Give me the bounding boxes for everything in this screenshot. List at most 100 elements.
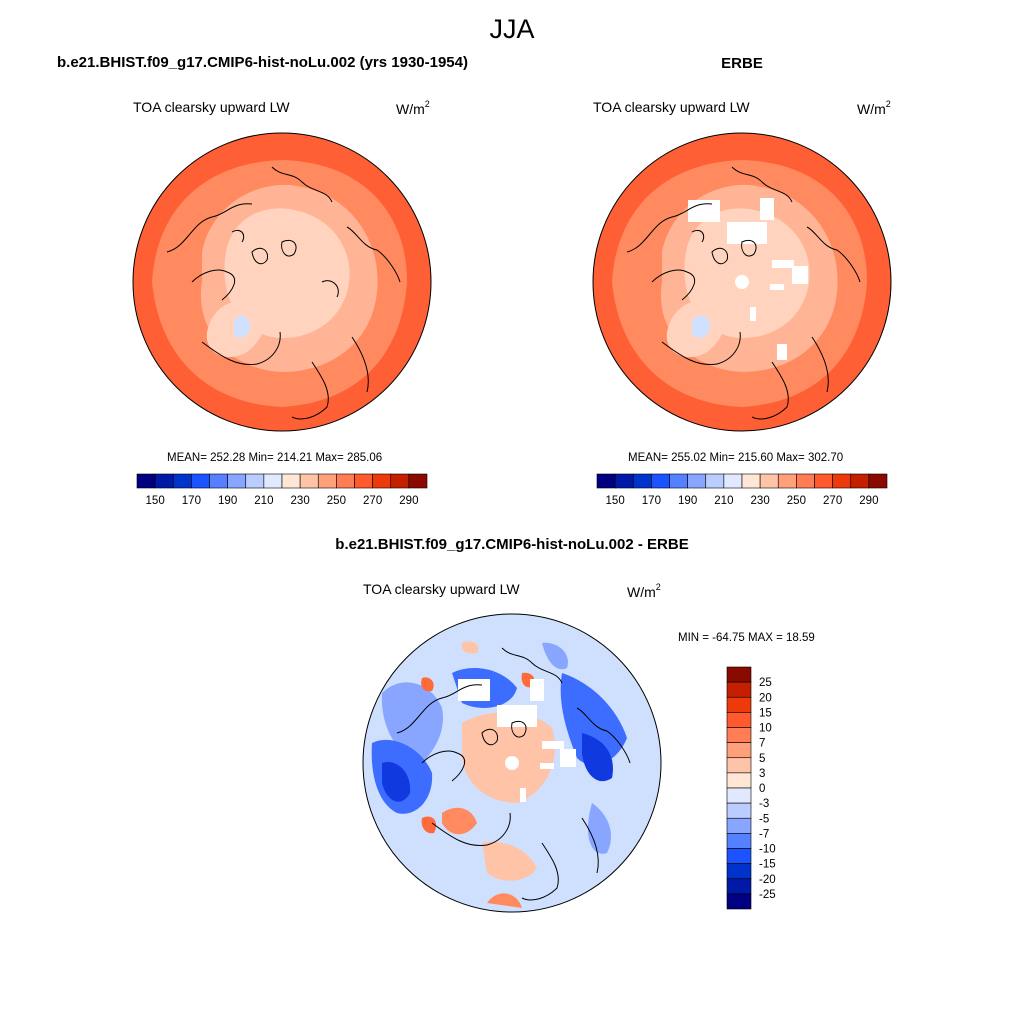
colorbar-tick-label: 190 [218, 495, 237, 507]
colorbar-swatch [669, 473, 688, 489]
colorbar-swatch [651, 473, 670, 489]
colorbar-tick-label: 5 [759, 753, 765, 765]
colorbar-swatch [726, 681, 752, 698]
panel2-title: ERBE [721, 55, 763, 72]
colorbar-swatch [796, 473, 815, 489]
panel3-min-max: MIN = -64.75 MAX = 18.59 [678, 632, 815, 644]
colorbar-tick-label: -3 [759, 798, 769, 810]
panel3-title: b.e21.BHIST.f09_g17.CMIP6-hist-noLu.002 … [335, 536, 689, 553]
colorbar-swatch [336, 473, 355, 489]
colorbar-swatch [154, 473, 174, 489]
map-boundary [132, 132, 432, 432]
panel2-units: W/m2 [857, 99, 891, 117]
colorbar-swatch [726, 772, 752, 789]
colorbar-swatch [281, 473, 301, 489]
colorbar-swatch [172, 473, 192, 489]
colorbar-swatch [245, 473, 265, 489]
panel2-polar-map [592, 132, 892, 432]
colorbar-swatch [354, 473, 373, 489]
colorbar-swatch [726, 742, 752, 759]
panel1-title: b.e21.BHIST.f09_g17.CMIP6-hist-noLu.002 … [57, 54, 468, 71]
colorbar-tick-label: 210 [714, 495, 733, 507]
colorbar-tick-label: 270 [823, 495, 842, 507]
colorbar-swatch [299, 473, 319, 489]
colorbar-swatch [777, 473, 797, 489]
colorbar-tick-label: 150 [146, 495, 165, 507]
colorbar-swatch [726, 848, 752, 864]
colorbar-tick-label: 230 [751, 495, 770, 507]
colorbar-tick-label: -15 [759, 859, 776, 871]
colorbar-swatch [814, 473, 833, 489]
colorbar-swatch [726, 817, 752, 834]
colorbar-swatch [632, 473, 652, 489]
colorbar-swatch [390, 473, 410, 489]
colorbar-swatch [726, 787, 752, 804]
colorbar-tick-label: 230 [291, 495, 310, 507]
colorbar-tick-label: 25 [759, 677, 772, 689]
colorbar-tick-label: 190 [678, 495, 697, 507]
colorbar-swatch [136, 473, 156, 489]
colorbar-swatch [372, 473, 392, 489]
colorbar-swatch [726, 712, 752, 728]
colorbar-tick-label: 210 [254, 495, 273, 507]
missing-data-gaps [688, 198, 808, 360]
colorbar-tick-label: -5 [759, 813, 769, 825]
colorbar-tick-label: -7 [759, 828, 769, 840]
colorbar-tick-label: -25 [759, 889, 776, 901]
colorbar-tick-label: 10 [759, 723, 772, 735]
colorbar-tick-label: 250 [787, 495, 806, 507]
panel1-colorbar: 150 170 190 210 230 250 270 290 [136, 473, 428, 507]
panel1-stats: MEAN= 252.28 Min= 214.21 Max= 285.06 [167, 452, 383, 464]
colorbar-tick-label: -20 [759, 874, 776, 886]
colorbar-tick-label: 290 [399, 495, 418, 507]
colorbar-tick-label: 170 [182, 495, 201, 507]
panel3-units: W/m2 [627, 582, 661, 600]
panel3-variable-label: TOA clearsky upward LW [363, 581, 520, 597]
panel3-colorbar: 25 20 15 10 7 5 3 0 -3 -5 -7 -10 -15 -20 -25 [726, 666, 776, 910]
coastlines [166, 166, 401, 420]
colorbar-tick-label: 290 [859, 495, 878, 507]
colorbar-swatch [209, 473, 228, 489]
colorbar-tick-label: -10 [759, 844, 776, 856]
panel3-polar-map [362, 613, 662, 913]
colorbar-tick-label: 15 [759, 707, 772, 719]
colorbar-tick-label: 0 [759, 783, 765, 795]
panel2-stats: MEAN= 255.02 Min= 215.60 Max= 302.70 [628, 452, 844, 464]
colorbar-swatch [726, 757, 752, 774]
colorbar-swatch [726, 666, 752, 683]
panel1-units: W/m2 [396, 99, 430, 117]
colorbar-swatch [832, 473, 852, 489]
colorbar-swatch [759, 473, 779, 489]
colorbar-swatch [596, 473, 616, 489]
colorbar-tick-label: 3 [759, 768, 765, 780]
colorbar-swatch [191, 473, 210, 489]
colorbar-swatch [687, 473, 707, 489]
colorbar-tick-label: 170 [642, 495, 661, 507]
colorbar-swatch [726, 893, 752, 910]
colorbar-tick-label: 20 [759, 692, 772, 704]
colorbar-tick-label: 7 [759, 738, 765, 750]
colorbar-swatch [726, 802, 752, 819]
colorbar-swatch [726, 878, 752, 895]
colorbar-swatch [726, 696, 752, 713]
panel1-variable-label: TOA clearsky upward LW [133, 99, 290, 115]
colorbar-swatch [705, 473, 725, 489]
panel2-colorbar: 150 170 190 210 230 250 270 290 [596, 473, 888, 507]
colorbar-swatch [726, 863, 752, 880]
colorbar-swatch [614, 473, 634, 489]
colorbar-swatch [850, 473, 870, 489]
colorbar-swatch [263, 473, 283, 489]
colorbar-tick-label: 270 [363, 495, 382, 507]
colorbar-swatch [726, 833, 752, 849]
colorbar-swatch [408, 473, 428, 489]
greenland-field [234, 315, 250, 338]
colorbar-swatch [317, 473, 337, 489]
figure-title: JJA [489, 14, 535, 44]
panel1-polar-map [132, 132, 432, 432]
colorbar-swatch [723, 473, 743, 489]
colorbar-tick-label: 250 [327, 495, 346, 507]
panel2-variable-label: TOA clearsky upward LW [593, 99, 750, 115]
colorbar-swatch [741, 473, 761, 489]
colorbar-swatch [227, 473, 247, 489]
colorbar-swatch [868, 473, 888, 489]
